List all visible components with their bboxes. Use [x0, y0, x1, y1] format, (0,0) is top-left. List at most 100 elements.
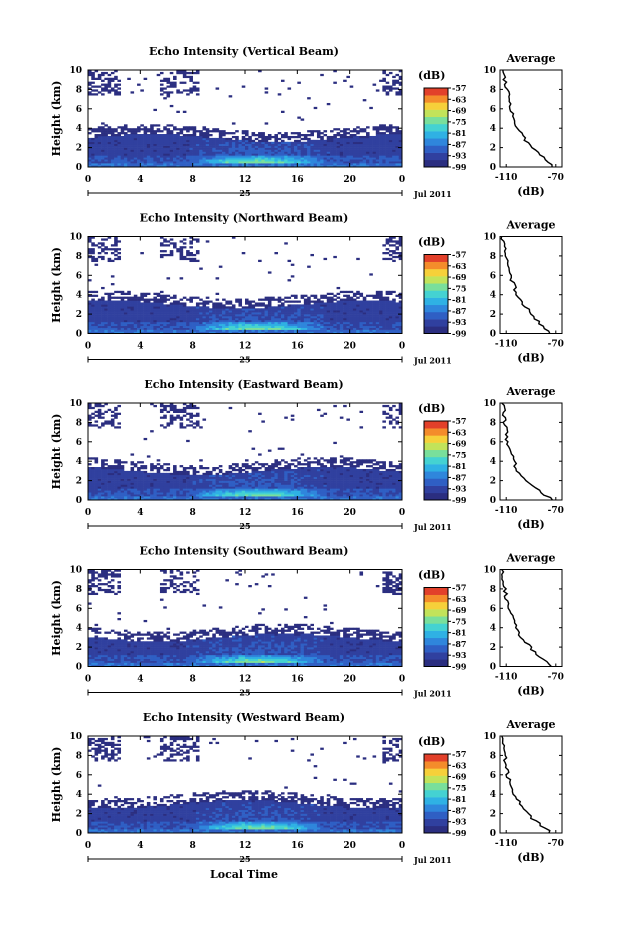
heatmap-cell — [231, 145, 236, 148]
heatmap-cell — [114, 244, 118, 247]
heatmap-cell — [123, 159, 128, 162]
heatmap-cell — [133, 314, 138, 317]
heatmap-cell — [218, 329, 223, 332]
heatmap-cell — [143, 496, 148, 499]
heatmap-cell — [245, 486, 249, 489]
heatmap-cell — [104, 468, 108, 472]
heatmap-cell — [251, 165, 256, 168]
heatmap-cell — [120, 319, 125, 323]
heatmap-cell — [235, 153, 239, 156]
heatmap-cell — [359, 312, 364, 315]
heatmap-cell — [205, 300, 210, 303]
heatmap-cell — [212, 143, 216, 146]
heatmap-cell — [101, 147, 105, 150]
heatmap-cell — [186, 482, 190, 485]
heatmap-cell — [163, 498, 167, 501]
heatmap-cell — [366, 310, 370, 313]
heatmap-cell — [199, 314, 203, 317]
heatmap-cell — [127, 488, 131, 491]
heatmap-cell — [179, 246, 184, 249]
heatmap-cell — [362, 306, 367, 309]
heatmap-cell — [127, 498, 131, 501]
heatmap-cell — [346, 155, 350, 158]
heatmap-cell — [316, 321, 321, 325]
heatmap-cell — [231, 327, 236, 330]
heatmap-cell — [316, 161, 321, 164]
heatmap-cell — [297, 155, 301, 158]
heatmap-cell — [101, 137, 105, 141]
heatmap-cell — [114, 492, 118, 495]
heatmap-cell — [349, 329, 354, 332]
heatmap-cell — [120, 290, 125, 294]
heatmap-cell — [228, 478, 233, 481]
heatmap-cell — [313, 300, 318, 303]
heatmap-cell — [280, 135, 285, 139]
heatmap-cell — [392, 81, 396, 84]
heatmap-cell — [212, 486, 216, 489]
heatmap-cell — [195, 308, 200, 311]
heatmap-cell — [254, 145, 259, 148]
heatmap-cell — [202, 128, 207, 131]
heatmap-cell — [107, 143, 112, 146]
heatmap-cell — [186, 319, 190, 323]
heatmap-cell — [88, 306, 92, 309]
heatmap-cell — [231, 317, 236, 321]
heatmap-cell — [150, 163, 154, 166]
heatmap-cell — [398, 325, 403, 328]
heatmap-cell — [290, 163, 295, 166]
heatmap-cell — [267, 310, 272, 313]
heatmap-cell — [336, 329, 341, 332]
heatmap-cell — [169, 490, 174, 493]
heatmap-cell — [284, 157, 288, 160]
heatmap-cell — [215, 329, 220, 332]
heatmap-cell — [192, 494, 197, 497]
heatmap-cell — [388, 327, 393, 330]
heatmap-cell — [97, 126, 102, 129]
heatmap-cell — [176, 308, 180, 311]
heatmap-cell — [346, 323, 350, 327]
heatmap-cell — [137, 472, 141, 476]
heatmap-cell — [366, 135, 370, 139]
heatmap-cell — [91, 306, 95, 309]
heatmap-cell — [137, 468, 141, 472]
heatmap-cell — [392, 145, 396, 148]
heatmap-cell — [94, 482, 99, 485]
heatmap-cell — [209, 325, 213, 328]
heatmap-cell — [202, 151, 207, 154]
heatmap-cell — [150, 319, 154, 323]
heatmap-cell — [398, 81, 403, 84]
heatmap-cell — [264, 135, 269, 139]
heatmap-cell — [385, 143, 390, 146]
heatmap-cell — [238, 143, 243, 146]
heatmap-cell — [88, 304, 92, 307]
heatmap-cell — [362, 317, 367, 321]
heatmap-cell — [300, 317, 305, 321]
heatmap-cell — [231, 122, 236, 125]
heatmap-cell — [385, 252, 390, 255]
heatmap-cell — [313, 147, 318, 150]
heatmap-cell — [320, 165, 324, 168]
heatmap-cell — [179, 159, 184, 162]
heatmap-cell — [251, 306, 256, 309]
heatmap-cell — [352, 308, 357, 311]
heatmap-cell — [349, 155, 354, 158]
heatmap-cell — [153, 306, 157, 309]
heatmap-cell — [120, 155, 125, 158]
heatmap-cell — [352, 157, 357, 160]
heatmap-cell — [143, 490, 148, 493]
heatmap-cell — [114, 329, 118, 332]
heatmap-cell — [156, 331, 161, 334]
heatmap-cell — [114, 470, 118, 474]
heatmap-cell — [146, 474, 151, 478]
heatmap-cell — [123, 323, 128, 327]
heatmap-cell — [323, 317, 328, 321]
heatmap-cell — [326, 151, 331, 154]
heatmap-cell — [245, 476, 249, 479]
heatmap-cell — [222, 143, 226, 146]
heatmap-cell — [290, 141, 295, 145]
heatmap-cell — [248, 165, 252, 168]
heatmap-cell — [140, 498, 144, 501]
heatmap-cell — [189, 134, 193, 137]
heatmap-cell — [159, 323, 164, 327]
heatmap-cell — [290, 157, 295, 160]
